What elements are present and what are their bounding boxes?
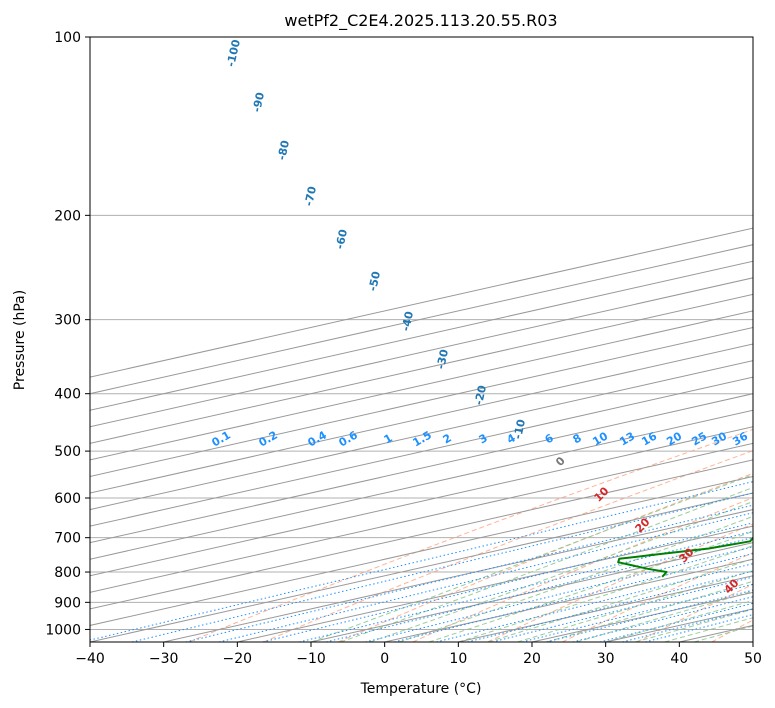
moist-adiabat-line xyxy=(310,474,753,642)
y-axis-label: Pressure (hPa) xyxy=(12,290,28,390)
y-tick-label: 1000 xyxy=(45,622,81,638)
mixing-ratio-line xyxy=(90,481,753,641)
x-tick-label: 30 xyxy=(597,651,615,667)
y-tick-label: 800 xyxy=(54,565,81,581)
isotherm-line xyxy=(90,409,753,560)
isotherm-label: -100 xyxy=(224,38,243,68)
mixing-ratio-line xyxy=(185,504,753,642)
isotherm-label: -20 xyxy=(472,384,489,407)
mixing-ratio-line xyxy=(467,570,753,642)
isotherm-line xyxy=(237,525,753,642)
moist-adiabat-line xyxy=(576,590,753,642)
x-axis-label: Temperature (°C) xyxy=(360,681,482,697)
moist-adiabat-line xyxy=(458,545,753,642)
isotherm-label: -40 xyxy=(399,310,416,333)
x-tick-label: 0 xyxy=(380,651,389,667)
moist-adiabat-line xyxy=(487,558,753,642)
mixing-ratio-lines xyxy=(90,481,753,642)
isotherm-label: -60 xyxy=(333,228,350,251)
mixing-ratio-line xyxy=(492,576,753,642)
y-tick-label: 600 xyxy=(54,491,81,507)
mixing-ratio-line xyxy=(131,492,753,642)
x-tick-label: −10 xyxy=(296,651,326,667)
y-tick-label: 300 xyxy=(54,313,81,329)
dry-adiabats xyxy=(188,428,753,642)
mixing-ratio-line xyxy=(572,596,753,642)
x-tick-label: −40 xyxy=(75,651,105,667)
pressure-gridlines xyxy=(90,37,753,630)
plot-frame xyxy=(89,36,754,643)
isotherm-line xyxy=(90,227,753,378)
x-tick-label: 50 xyxy=(744,651,762,667)
plot-area xyxy=(90,37,753,642)
isotherm-line xyxy=(90,393,753,544)
y-axis-ticks: 100 200 300 400 500 600 700 800 900 1000 xyxy=(45,30,90,638)
mixing-ratio-line xyxy=(325,537,753,642)
isotherm-line xyxy=(90,310,753,461)
x-tick-label: 40 xyxy=(670,651,688,667)
skewed-isotherms xyxy=(90,227,753,642)
x-axis-ticks: −40 −30 −20 −10 0 10 20 30 40 50 xyxy=(75,642,762,667)
mixing-ratio-line xyxy=(546,589,753,642)
isotherm-label: -30 xyxy=(434,348,451,371)
isotherm-line xyxy=(163,509,753,642)
sounding-traces xyxy=(617,536,753,578)
y-tick-label: 400 xyxy=(54,387,81,403)
isotherm-line xyxy=(90,475,753,626)
x-tick-label: 10 xyxy=(449,651,467,667)
x-tick-label: −20 xyxy=(223,651,253,667)
isotherm-line xyxy=(90,277,753,428)
chart-title: wetPf2_C2E4.2025.113.20.55.R03 xyxy=(284,11,557,31)
isotherm-label: -70 xyxy=(302,185,319,208)
dry-adiabat-line xyxy=(487,523,753,642)
moist-adiabat-line xyxy=(340,486,753,642)
y-tick-label: 200 xyxy=(54,208,81,224)
y-tick-label: 700 xyxy=(54,531,81,547)
moist-adiabat-line xyxy=(517,570,753,642)
isotherm-line xyxy=(90,293,753,444)
dry-adiabat-line xyxy=(412,497,753,642)
isotherm-line xyxy=(90,459,753,610)
isotherm-label: -90 xyxy=(250,91,267,114)
isotherm-line xyxy=(90,426,753,577)
x-tick-label: 20 xyxy=(523,651,541,667)
dewpoint-trace xyxy=(617,536,753,578)
isotherm-label: -10 xyxy=(511,418,528,441)
y-tick-label: 900 xyxy=(54,595,81,611)
isotherm-line xyxy=(90,492,753,642)
isotherm-line xyxy=(90,326,753,477)
x-tick-label: −30 xyxy=(149,651,179,667)
isotherm-label: -50 xyxy=(366,270,383,293)
mixing-ratio-line xyxy=(436,563,753,642)
isotherm-label: -80 xyxy=(275,139,292,162)
y-tick-label: 100 xyxy=(54,30,81,46)
mixing-ratio-line xyxy=(521,583,753,642)
isotherm-line xyxy=(90,442,753,593)
isotherm-line xyxy=(90,260,753,411)
y-tick-label: 500 xyxy=(54,444,81,460)
isotherm-line xyxy=(90,244,753,395)
